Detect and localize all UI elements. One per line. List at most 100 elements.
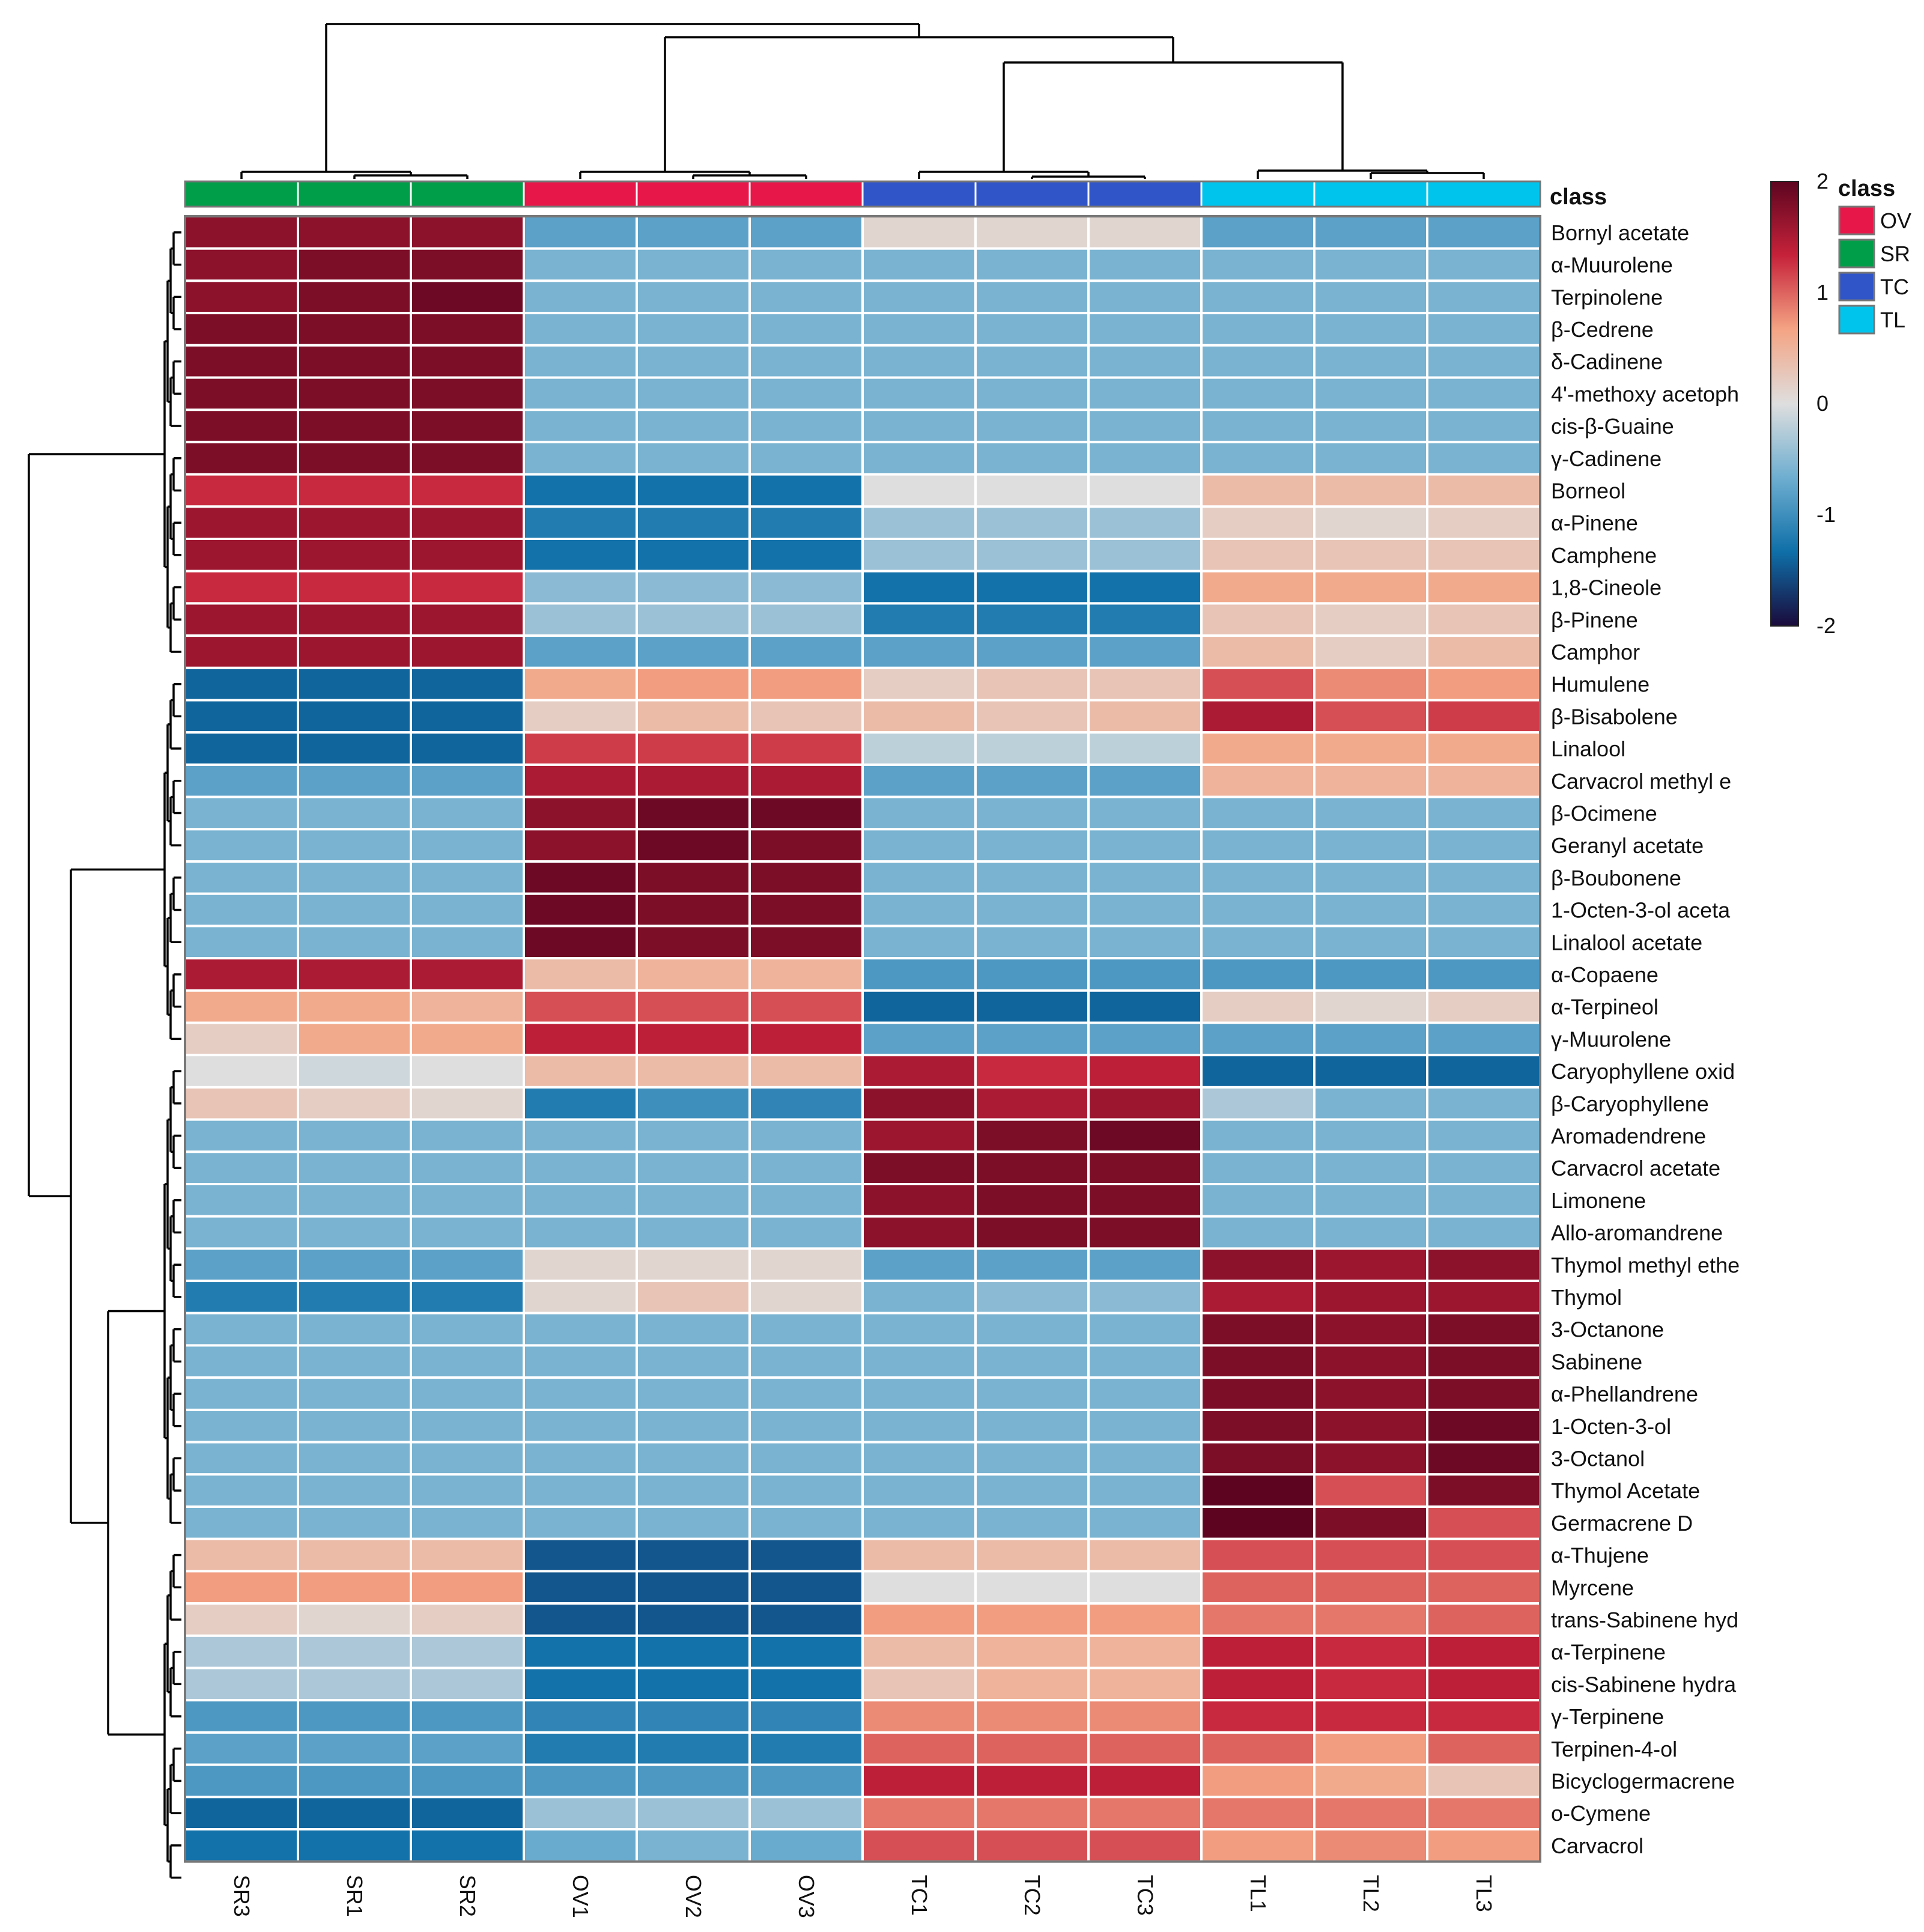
heatmap-cell [410,666,525,702]
heatmap-cell [184,1280,299,1314]
heatmap-cell [410,1376,525,1411]
heatmap-cell [410,1054,525,1089]
heatmap-cell [297,1280,412,1314]
heatmap-cell [1313,1247,1428,1283]
heatmap-cell [523,1666,638,1702]
heatmap-cell [184,1828,299,1863]
row-label: γ-Muurolene [1551,1027,1671,1051]
heatmap-cell [1313,247,1428,282]
class-annotation-label: class [1550,184,1607,210]
heatmap-cell [1087,344,1203,379]
heatmap-cell [861,1570,977,1605]
heatmap-cell [410,957,525,992]
heatmap-cell [297,1183,412,1218]
color-scale-tick: 0 [1816,391,1828,416]
heatmap-cell [1087,1344,1203,1379]
heatmap-cell [974,473,1090,508]
heatmap-cell [861,1118,977,1153]
row-label: 3-Octanol [1551,1446,1645,1471]
heatmap-cell [748,634,864,669]
heatmap-cell [1200,312,1316,347]
column-label: OV1 [568,1875,593,1918]
heatmap-cell [1200,1763,1316,1799]
heatmap-cell [297,1215,412,1250]
heatmap-cell [1313,1408,1428,1444]
heatmap-cell [974,957,1090,992]
heatmap-cell [1200,1537,1316,1573]
heatmap-cell [297,1408,412,1444]
row-label: cis-Sabinene hydra [1551,1672,1737,1697]
heatmap-cell [410,473,525,508]
heatmap-cell [974,1731,1090,1766]
heatmap-cell [1200,699,1316,734]
heatmap-cell [1087,409,1203,443]
row-label: Germacrene D [1551,1511,1693,1536]
heatmap-cell [748,1570,864,1605]
heatmap-cell [1200,602,1316,637]
heatmap-cell [636,1796,751,1831]
heatmap-cell [636,1473,751,1508]
heatmap-cell [748,699,864,734]
heatmap-cell [523,1473,638,1508]
row-label: 3-Octanone [1551,1317,1664,1342]
heatmap-cell [184,473,299,508]
row-label: β-Pinene [1551,607,1638,632]
heatmap-cell [410,989,525,1024]
row-label: β-Boubonene [1551,866,1681,890]
heatmap-cell [861,634,977,669]
heatmap-cell [748,860,864,895]
heatmap-cell [974,1118,1090,1153]
heatmap-cell [523,1796,638,1831]
heatmap-cell [410,1311,525,1347]
heatmap-cell [636,1699,751,1734]
heatmap-cell [861,1602,977,1637]
class-bar-cell [1313,180,1428,208]
heatmap-cell [748,247,864,282]
heatmap-cell [748,989,864,1024]
row-label: cis-β-Guaine [1551,414,1674,439]
heatmap-cell [523,1215,638,1250]
heatmap-cell [410,1021,525,1057]
heatmap-cell [974,602,1090,637]
heatmap-cell [1087,860,1203,895]
heatmap-cell [523,215,638,250]
heatmap-cell [1313,1054,1428,1089]
heatmap-cell [1313,440,1428,476]
row-label: Thymol methyl ethe [1551,1253,1740,1277]
heatmap-cell [1200,247,1316,282]
heatmap-cell [184,666,299,702]
heatmap-cell [1426,1473,1541,1508]
class-legend-title: class [1838,176,1895,201]
heatmap-cell [748,1280,864,1314]
heatmap-cell [636,1505,751,1540]
heatmap-cell [974,1699,1090,1734]
row-label: α-Phellandrene [1551,1382,1698,1406]
heatmap-cell [184,1699,299,1734]
heatmap-cell [636,699,751,734]
heatmap-cell [636,892,751,928]
heatmap-cell [184,1441,299,1476]
heatmap-cell [636,1441,751,1476]
heatmap-cell [1200,1731,1316,1766]
heatmap-cell [410,1086,525,1121]
heatmap-cell [748,763,864,798]
heatmap-cell [861,1021,977,1057]
heatmap-cell [748,892,864,928]
heatmap-cell [1426,1505,1541,1540]
heatmap-cell [1313,538,1428,573]
heatmap-cell [1200,279,1316,315]
heatmap-cell [1200,1376,1316,1411]
heatmap-cell [1426,795,1541,831]
heatmap-cell [636,731,751,766]
heatmap-cell [1087,602,1203,637]
heatmap-cell [523,1731,638,1766]
heatmap-cell [297,1699,412,1734]
row-label: α-Thujene [1551,1543,1649,1568]
heatmap-cell [861,1666,977,1702]
heatmap-cell [184,1215,299,1250]
row-label: Myrcene [1551,1575,1634,1600]
heatmap-cell [1426,1344,1541,1379]
heatmap-cell [974,828,1090,863]
class-legend-label: TC [1880,275,1909,299]
heatmap-cell [1200,989,1316,1024]
